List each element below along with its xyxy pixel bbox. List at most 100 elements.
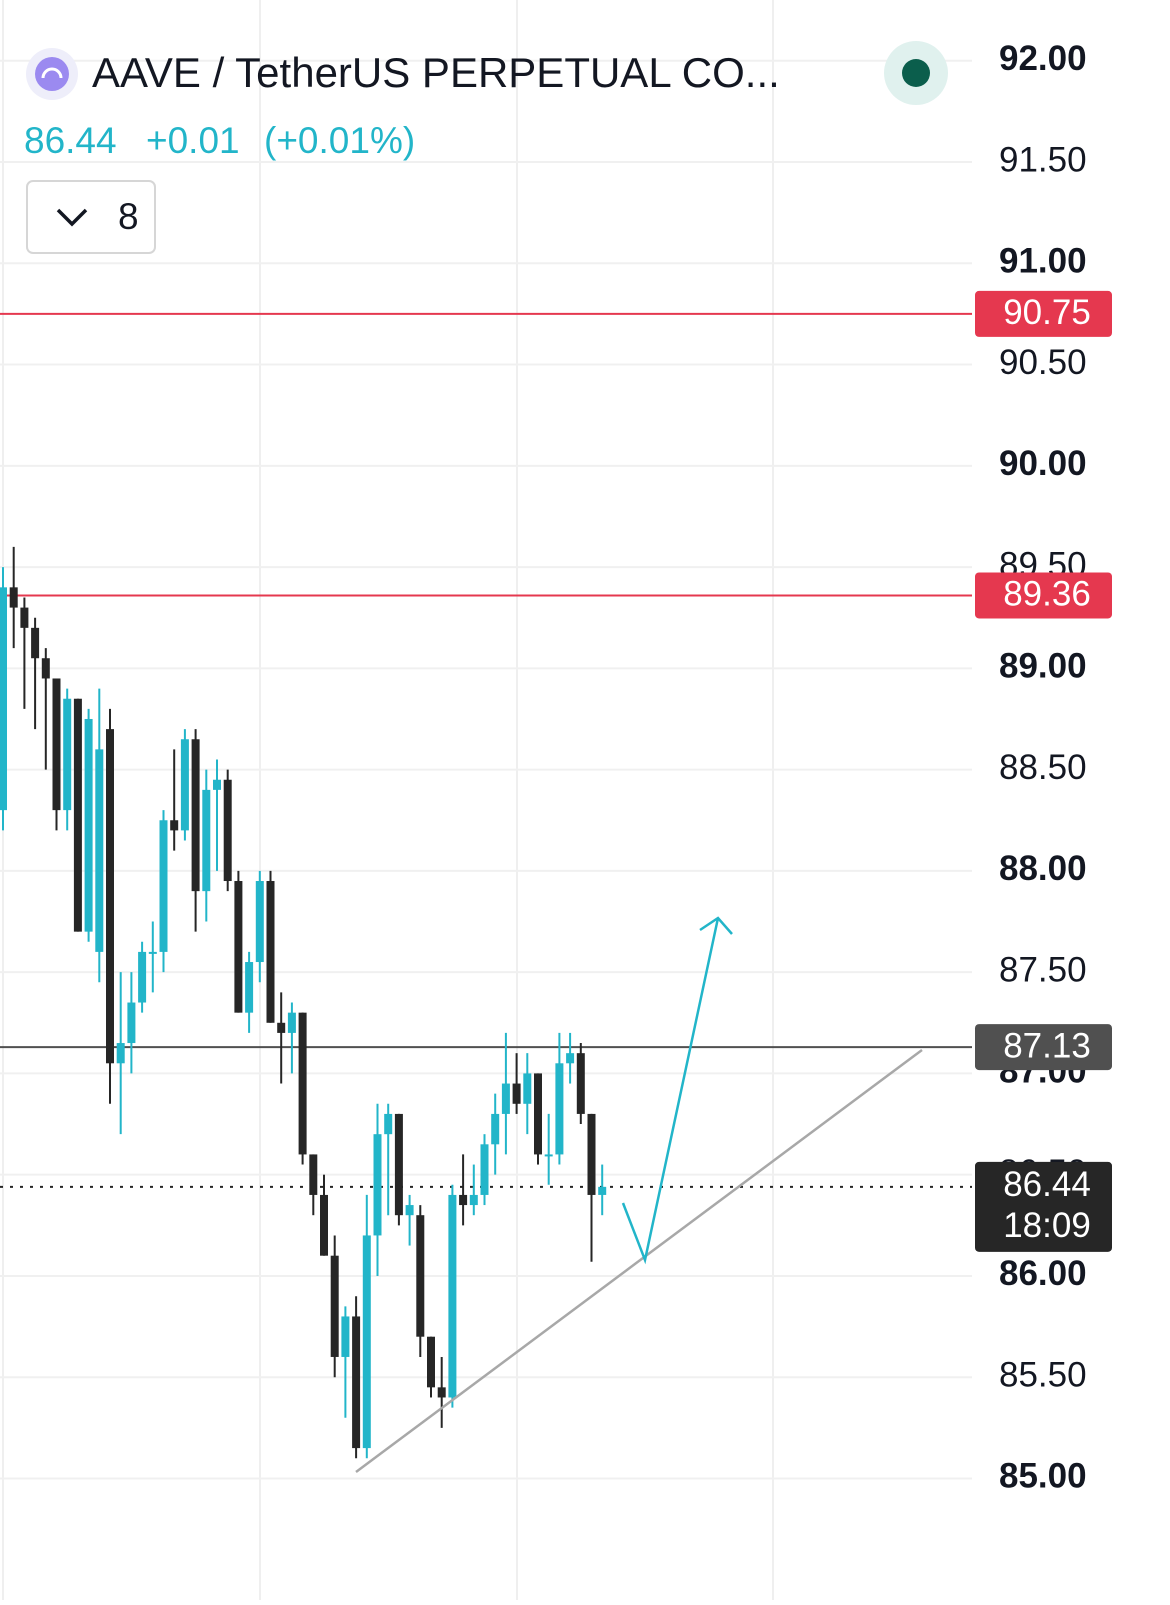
drawings <box>355 916 923 1474</box>
candle-body <box>106 729 114 1064</box>
y-tick-label: 89.00 <box>999 647 1087 686</box>
candle-body <box>555 1063 564 1155</box>
candle-body <box>245 962 254 1013</box>
candle-body <box>95 749 104 952</box>
candle-body <box>544 1154 553 1157</box>
candle-body <box>491 1113 500 1145</box>
symbol-title: AAVE / TetherUS PERPETUAL CO... <box>92 49 780 96</box>
candle-body <box>148 951 157 954</box>
price-level-label: 89.36 <box>1003 575 1091 614</box>
candle-body <box>352 1316 361 1449</box>
candle-body <box>437 1387 446 1398</box>
header: AAVE / TetherUS PERPETUAL CO... 86.44 +0… <box>24 41 948 254</box>
candle-body <box>566 1053 575 1064</box>
icon-glyph <box>41 67 63 79</box>
price-levels <box>0 312 972 1188</box>
candle-body <box>362 1235 371 1449</box>
y-tick-label: 92.00 <box>999 39 1087 78</box>
y-tick-label: 90.50 <box>999 343 1087 382</box>
candle-body <box>480 1144 489 1195</box>
candle-body <box>309 1154 318 1195</box>
candle-body <box>373 1134 382 1236</box>
y-tick-label: 91.50 <box>999 140 1087 179</box>
indicator-count: 8 <box>118 196 139 237</box>
y-tick-label: 87.50 <box>999 950 1087 989</box>
candle-body <box>41 658 50 679</box>
candle-body <box>31 627 40 659</box>
indicators-toggle[interactable] <box>26 180 156 254</box>
horizontal-grid <box>0 59 972 1480</box>
price-change-percent: (+0.01%) <box>264 120 415 161</box>
y-tick-label: 85.00 <box>999 1457 1087 1496</box>
y-tick-label: 88.50 <box>999 748 1087 787</box>
candle-body <box>576 1053 585 1114</box>
candle-body <box>427 1336 435 1388</box>
candle-body <box>159 820 168 952</box>
candle-body <box>138 951 147 1003</box>
y-tick-label: 85.50 <box>999 1355 1087 1394</box>
y-tick-label: 86.00 <box>999 1254 1087 1293</box>
candle-body <box>52 678 61 811</box>
candle-body <box>223 779 232 882</box>
chevron <box>56 208 88 227</box>
candle-body <box>20 607 29 628</box>
y-tick-label: 90.00 <box>999 444 1087 483</box>
candle-body <box>0 587 7 811</box>
symbol-icon <box>35 57 69 91</box>
candle-body <box>512 1083 521 1104</box>
candle-body <box>255 881 264 963</box>
candle-body <box>234 881 243 1013</box>
y-tick-label: 91.00 <box>999 242 1087 281</box>
candle-body <box>394 1113 403 1216</box>
arrow <box>621 917 720 1265</box>
price-level-label: 90.75 <box>1003 293 1091 332</box>
candle-body <box>191 739 200 892</box>
candle-body <box>213 779 221 790</box>
candle-body <box>330 1255 339 1357</box>
price-level-box <box>975 1024 1112 1071</box>
candle-body <box>202 789 211 892</box>
trend-line <box>355 1048 923 1474</box>
candle-body <box>277 1022 286 1033</box>
candle-body <box>523 1073 532 1104</box>
candle-body <box>534 1073 542 1155</box>
candle-body <box>116 1043 125 1064</box>
candle-body <box>384 1113 393 1135</box>
candle-body <box>501 1083 510 1114</box>
candle-body <box>180 739 189 831</box>
price-change: +0.01 <box>146 120 240 161</box>
candle-body <box>266 881 275 1023</box>
candle-body <box>73 698 82 932</box>
price-level-label: 87.13 <box>1003 1026 1091 1065</box>
candle-body <box>84 718 93 932</box>
price-level-box <box>975 572 1112 619</box>
arrow-head <box>699 916 733 935</box>
candle-body <box>287 1012 296 1033</box>
candle-body <box>127 1002 136 1044</box>
candle-body <box>320 1194 328 1256</box>
last-price: 86.44 <box>24 120 117 161</box>
candles <box>0 546 607 1459</box>
candle-body <box>298 1012 307 1155</box>
price-axis: 85.0085.5086.0086.5087.0087.5088.0088.50… <box>999 39 1087 1496</box>
price-level-label: 86.44 <box>1003 1165 1091 1204</box>
status-dot <box>902 59 930 87</box>
candle-body <box>469 1194 478 1206</box>
candle-body <box>9 587 18 608</box>
price-level-box <box>975 290 1112 337</box>
y-tick-label: 88.00 <box>999 849 1087 888</box>
candle-body <box>459 1194 468 1206</box>
candle-body <box>405 1205 414 1216</box>
candle-body <box>170 820 179 831</box>
price-level-box <box>975 1161 1112 1252</box>
candle-body <box>448 1194 457 1398</box>
countdown-label: 18:09 <box>1003 1206 1091 1245</box>
candle-body <box>598 1186 607 1195</box>
candle-body <box>587 1113 596 1195</box>
candle-body <box>63 698 72 811</box>
candle-body <box>341 1316 350 1357</box>
candle-body <box>416 1215 425 1337</box>
